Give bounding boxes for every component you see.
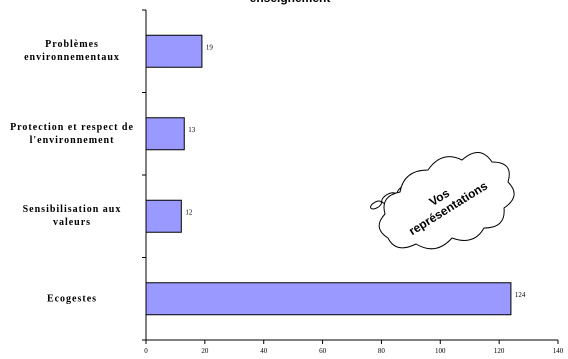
x-tick-label: 40 bbox=[260, 347, 268, 355]
value-label: 19 bbox=[206, 43, 214, 51]
y-tick-label: Sensibilisation aux valeurs bbox=[22, 204, 122, 229]
x-tick-label: 80 bbox=[378, 347, 386, 355]
x-tick-label: 60 bbox=[319, 347, 327, 355]
y-tick-label: Problèmes environnementaux bbox=[24, 39, 120, 64]
bar bbox=[145, 117, 185, 151]
x-tick-label: 0 bbox=[144, 347, 148, 355]
y-tick-label: Ecogestes bbox=[46, 293, 98, 305]
x-tick-label: 120 bbox=[494, 347, 505, 355]
thought-cloud bbox=[370, 152, 515, 250]
bar bbox=[145, 34, 203, 68]
bar bbox=[145, 282, 512, 316]
x-tick-label: 20 bbox=[201, 347, 209, 355]
x-tick-label: 140 bbox=[553, 347, 564, 355]
bar bbox=[145, 199, 182, 233]
value-label: 13 bbox=[188, 126, 196, 134]
value-label: 124 bbox=[515, 291, 526, 299]
value-label: 12 bbox=[185, 208, 193, 216]
chart-title: enseignement bbox=[250, 0, 331, 5]
x-tick-label: 100 bbox=[435, 347, 446, 355]
y-tick-label: Protection et respect de l'environnement bbox=[10, 121, 134, 146]
